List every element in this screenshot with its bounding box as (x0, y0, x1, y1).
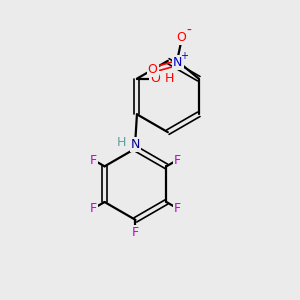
Text: H: H (165, 72, 174, 85)
Text: -: - (187, 23, 192, 38)
Text: F: F (90, 154, 97, 166)
Text: O: O (148, 63, 158, 76)
Text: F: F (132, 226, 139, 239)
Text: O: O (150, 72, 160, 85)
Text: H: H (117, 136, 126, 149)
Text: F: F (90, 202, 97, 215)
Text: N: N (131, 138, 140, 151)
Text: O: O (176, 31, 186, 44)
Text: N: N (173, 56, 183, 69)
Text: +: + (181, 51, 188, 61)
Text: F: F (174, 202, 181, 215)
Text: F: F (174, 154, 181, 166)
